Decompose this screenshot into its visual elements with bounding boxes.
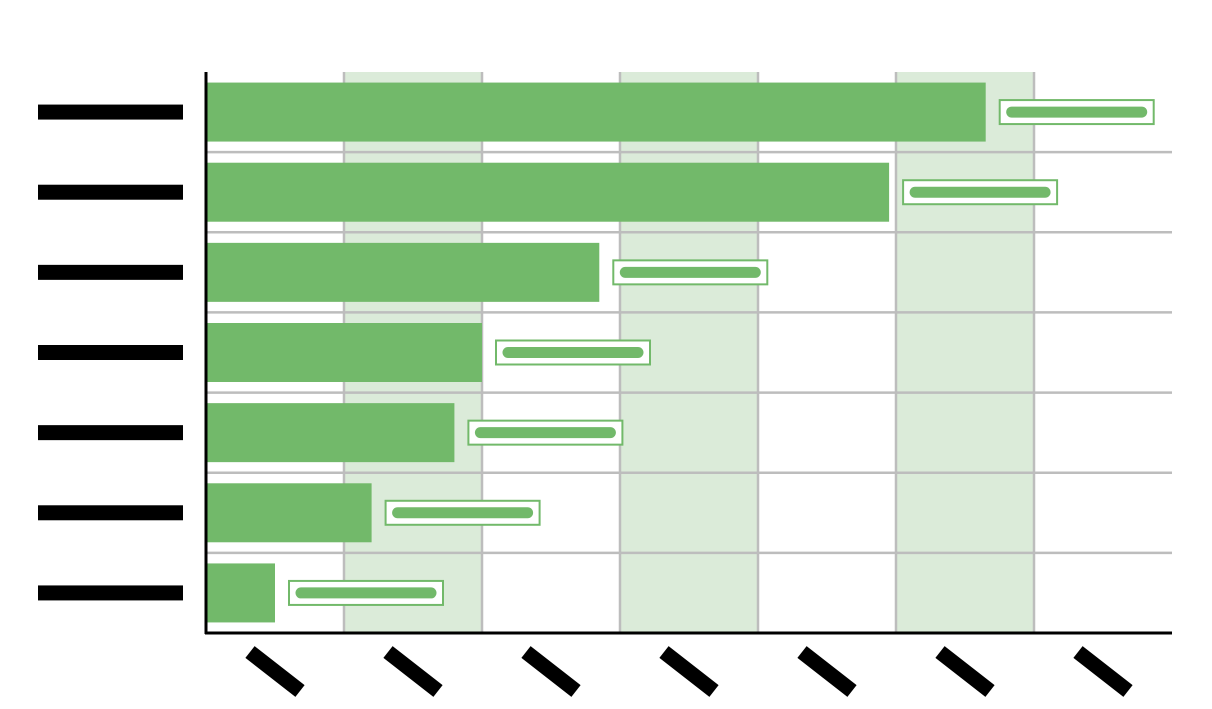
- x-tick-label: [797, 646, 857, 697]
- category-label: [38, 104, 183, 120]
- data-label: [902, 179, 1059, 206]
- data-label: [467, 419, 624, 446]
- x-tick-label: [521, 646, 581, 697]
- data-label: [288, 579, 444, 606]
- x-tick-label: [935, 646, 995, 697]
- bar: [206, 82, 986, 142]
- x-tick-label: [383, 646, 443, 697]
- category-label: [38, 585, 183, 601]
- bar: [206, 162, 890, 222]
- data-label: [998, 99, 1155, 126]
- category-labels: [38, 104, 183, 601]
- data-labels: [288, 99, 1155, 606]
- x-tick-labels: [245, 646, 1133, 697]
- bar: [206, 483, 372, 543]
- x-tick-label: [1073, 646, 1133, 697]
- axes: [204, 72, 1172, 635]
- bars: [206, 82, 986, 623]
- data-label: [612, 259, 769, 286]
- x-tick-label: [245, 646, 305, 697]
- bar: [206, 563, 275, 623]
- x-tick-label: [659, 646, 719, 697]
- bar: [206, 242, 600, 302]
- category-label: [38, 425, 183, 441]
- category-label: [38, 264, 183, 280]
- category-label: [38, 184, 183, 200]
- bar: [206, 323, 482, 382]
- category-label: [38, 505, 183, 521]
- data-label: [495, 339, 651, 366]
- data-label: [384, 499, 541, 526]
- background-band: [896, 72, 1034, 633]
- category-label: [38, 345, 183, 360]
- bar: [206, 403, 455, 463]
